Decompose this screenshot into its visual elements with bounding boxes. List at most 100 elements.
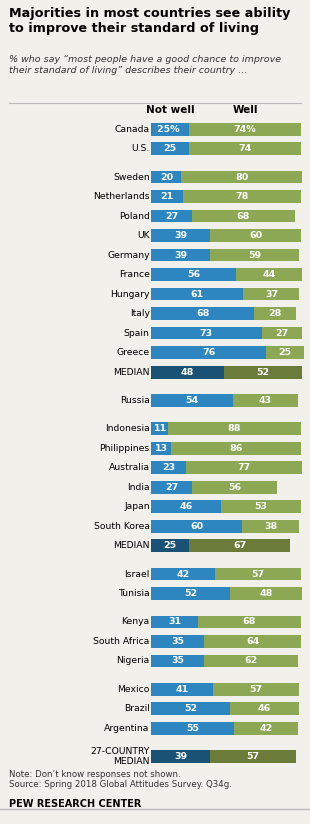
- Text: 23: 23: [162, 463, 175, 472]
- Text: 25: 25: [164, 541, 177, 550]
- Text: Not well: Not well: [146, 105, 194, 115]
- Bar: [151, 635, 204, 648]
- Text: Australia: Australia: [108, 463, 150, 472]
- Text: MEDIAN: MEDIAN: [113, 368, 150, 377]
- Text: 88: 88: [228, 424, 241, 433]
- Bar: [210, 750, 296, 763]
- Text: Spain: Spain: [124, 329, 150, 338]
- Text: 59: 59: [248, 250, 261, 260]
- Text: 46: 46: [258, 705, 271, 714]
- Text: 80: 80: [235, 172, 249, 181]
- Text: 28: 28: [268, 309, 282, 318]
- Bar: [171, 442, 301, 455]
- Bar: [198, 616, 301, 628]
- Text: Mexico: Mexico: [117, 685, 150, 694]
- Text: Poland: Poland: [119, 212, 150, 221]
- Text: 61: 61: [191, 289, 204, 298]
- Bar: [151, 750, 210, 763]
- Bar: [204, 635, 301, 648]
- Text: Hungary: Hungary: [110, 289, 150, 298]
- Text: Well: Well: [232, 105, 258, 115]
- Text: 86: 86: [229, 444, 243, 452]
- Bar: [151, 520, 242, 532]
- Text: 64: 64: [246, 637, 259, 646]
- Text: Brazil: Brazil: [124, 705, 150, 714]
- Text: 73: 73: [200, 329, 213, 338]
- Text: 78: 78: [235, 192, 249, 201]
- Text: 68: 68: [237, 212, 250, 221]
- Text: 39: 39: [174, 231, 187, 240]
- Text: % who say “most people have a good chance to improve
their standard of living” d: % who say “most people have a good chanc…: [9, 55, 281, 75]
- Text: 57: 57: [251, 569, 264, 578]
- Text: 25: 25: [164, 144, 177, 153]
- Bar: [183, 190, 301, 203]
- Bar: [151, 702, 230, 715]
- Text: Kenya: Kenya: [122, 617, 150, 626]
- Text: 35: 35: [171, 637, 184, 646]
- Bar: [266, 346, 304, 359]
- Bar: [151, 442, 171, 455]
- Text: South Korea: South Korea: [94, 522, 150, 531]
- Text: 52: 52: [184, 589, 197, 598]
- Text: 62: 62: [244, 657, 258, 666]
- Bar: [151, 616, 198, 628]
- Bar: [215, 568, 301, 580]
- Bar: [151, 171, 181, 184]
- Text: PEW RESEARCH CENTER: PEW RESEARCH CENTER: [9, 799, 142, 809]
- Text: Note: Don’t know responses not shown.: Note: Don’t know responses not shown.: [9, 770, 181, 780]
- Bar: [224, 366, 303, 378]
- Bar: [151, 654, 204, 667]
- Text: 60: 60: [190, 522, 203, 531]
- Text: 27-COUNTRY
MEDIAN: 27-COUNTRY MEDIAN: [90, 747, 150, 766]
- Bar: [151, 588, 230, 600]
- Text: 54: 54: [185, 396, 199, 405]
- Text: Majorities in most countries see ability
to improve their standard of living: Majorities in most countries see ability…: [9, 7, 291, 35]
- Text: 38: 38: [264, 522, 277, 531]
- Bar: [151, 683, 213, 695]
- Bar: [210, 249, 299, 261]
- Bar: [151, 249, 210, 261]
- Bar: [242, 520, 299, 532]
- Bar: [234, 722, 298, 735]
- Bar: [243, 288, 299, 301]
- Text: 53: 53: [254, 503, 267, 512]
- Text: Japan: Japan: [124, 503, 150, 512]
- Text: 27: 27: [275, 329, 289, 338]
- Text: 27: 27: [165, 483, 178, 492]
- Text: 43: 43: [259, 396, 272, 405]
- Text: 68: 68: [243, 617, 256, 626]
- Bar: [151, 461, 186, 474]
- Bar: [254, 307, 296, 320]
- Text: U.S.: U.S.: [131, 144, 150, 153]
- Bar: [204, 654, 298, 667]
- Text: Philippines: Philippines: [100, 444, 150, 452]
- Text: 55: 55: [186, 723, 199, 733]
- Text: 25%: 25%: [157, 124, 183, 133]
- Text: Netherlands: Netherlands: [93, 192, 150, 201]
- Text: 42: 42: [259, 723, 273, 733]
- Text: Source: Spring 2018 Global Attitudes Survey. Q34g.: Source: Spring 2018 Global Attitudes Sur…: [9, 780, 232, 789]
- Text: 42: 42: [176, 569, 190, 578]
- Bar: [151, 190, 183, 203]
- Text: Nigeria: Nigeria: [117, 657, 150, 666]
- Text: 25: 25: [278, 349, 292, 357]
- Bar: [151, 722, 234, 735]
- Bar: [233, 394, 298, 407]
- Text: 48: 48: [181, 368, 194, 377]
- Text: Argentina: Argentina: [104, 723, 150, 733]
- Bar: [151, 229, 210, 242]
- Text: Germany: Germany: [107, 250, 150, 260]
- Text: India: India: [127, 483, 150, 492]
- Text: 37: 37: [265, 289, 278, 298]
- Text: 31: 31: [168, 617, 181, 626]
- Text: 11: 11: [154, 424, 167, 433]
- Text: France: France: [119, 270, 150, 279]
- Bar: [230, 588, 303, 600]
- Text: Greece: Greece: [117, 349, 150, 357]
- Text: 39: 39: [174, 250, 187, 260]
- Bar: [151, 210, 192, 222]
- Text: 74: 74: [238, 144, 252, 153]
- Bar: [262, 327, 303, 339]
- Bar: [151, 540, 189, 552]
- Bar: [151, 269, 236, 281]
